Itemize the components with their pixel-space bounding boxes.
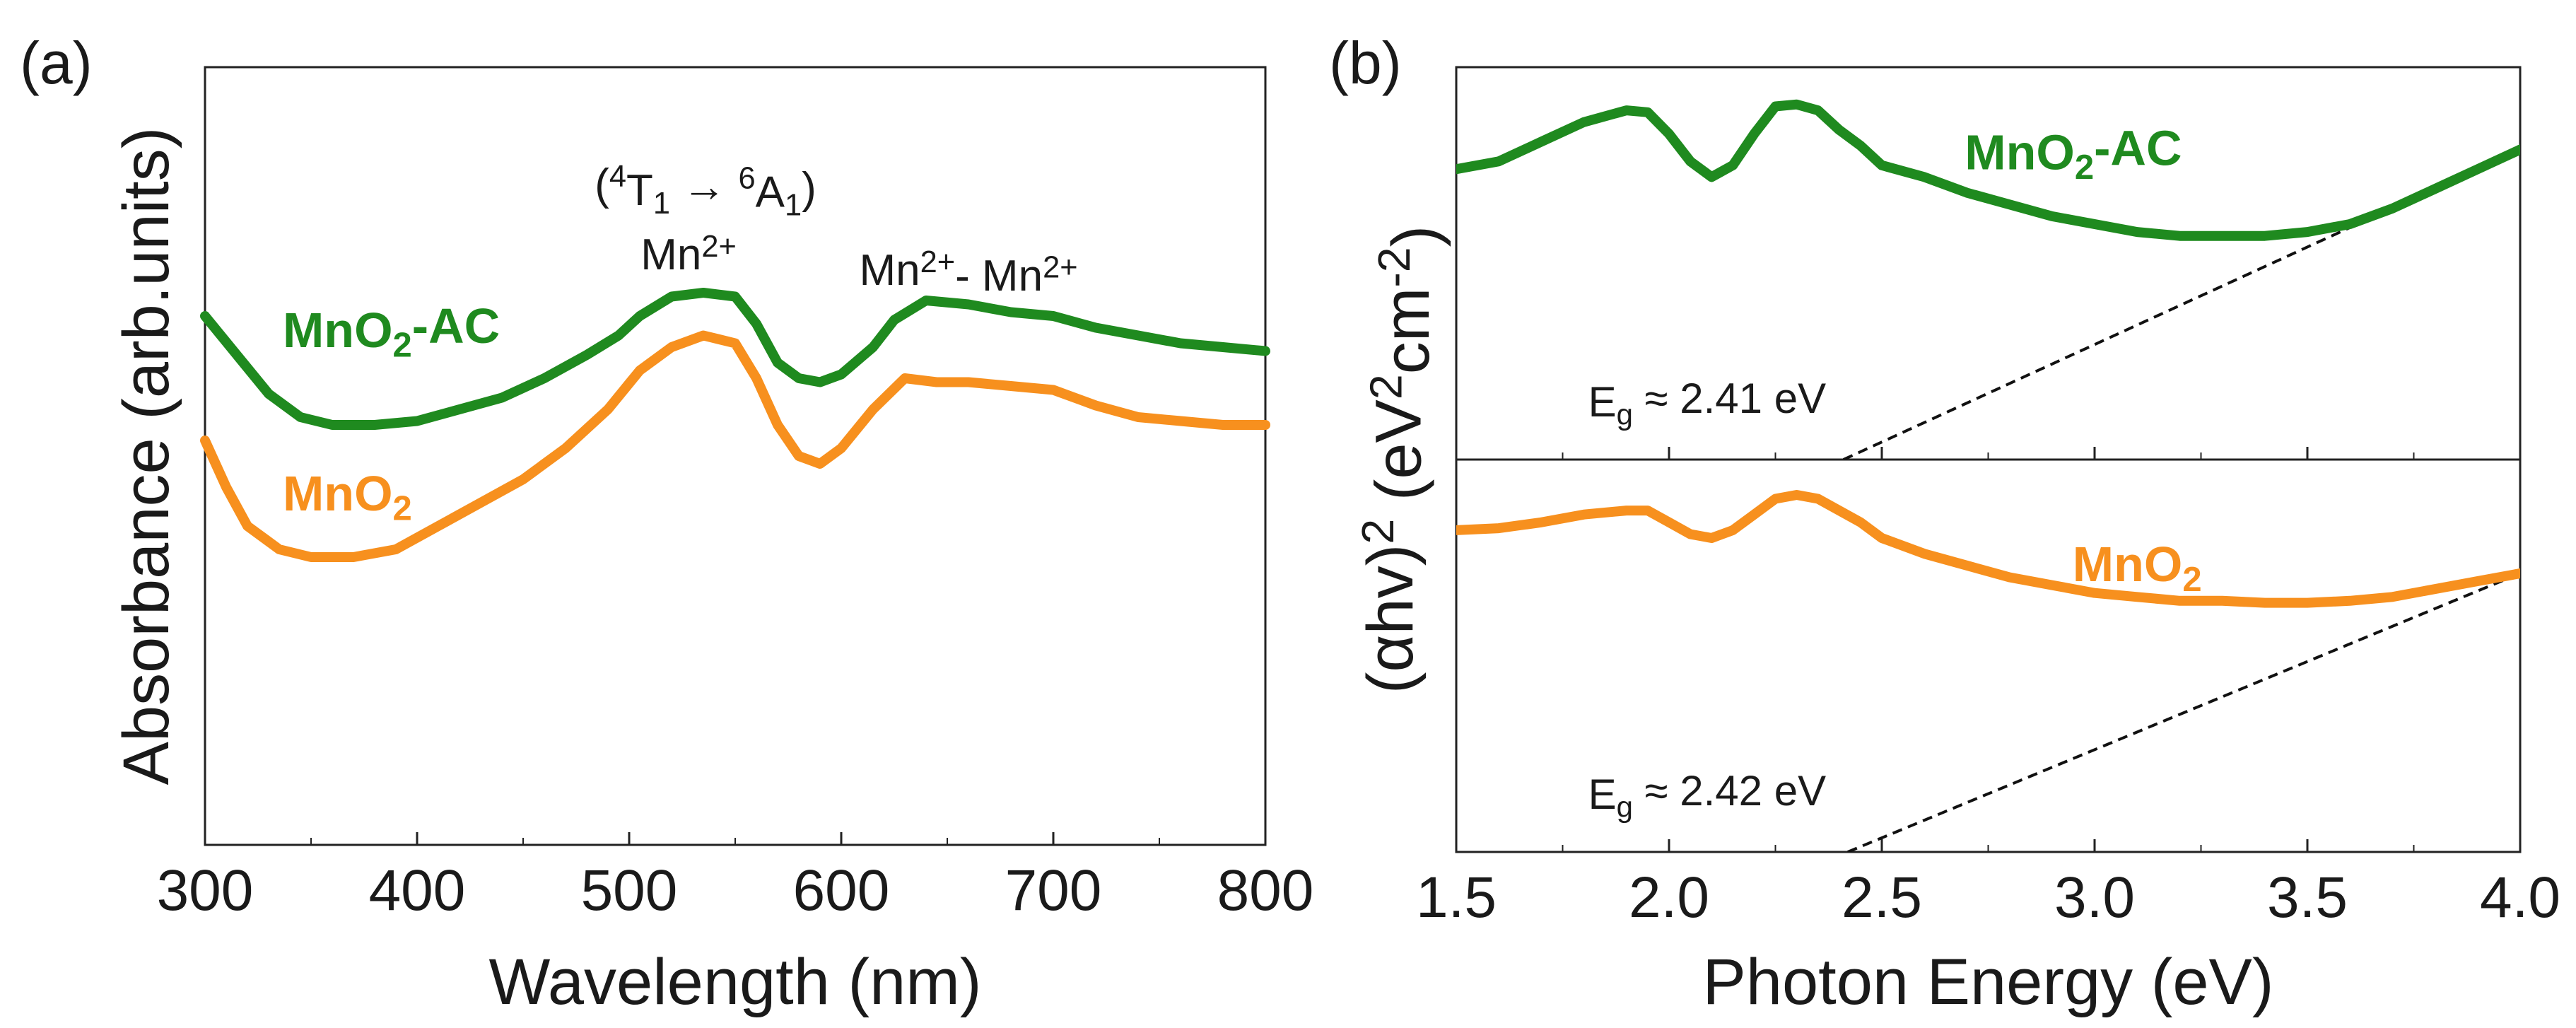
annotation-mn2-mn2: Mn2+- Mn2+ [859,245,1077,300]
series-label-mno2: MnO2 [283,466,412,528]
series-label-mno2-ac: MnO2-AC [283,298,500,365]
annotation-transition: (4T1 → 6A1) [595,160,816,223]
x-tick-label: 500 [581,858,678,923]
panel-label-b: (b) [1329,30,1402,96]
series-line-mno2 [1456,490,2520,608]
series-label-mno2-ac: MnO2-AC [1965,120,2182,187]
x-axis-title: Wavelength (nm) [488,946,981,1018]
bandgap-label-mno2-ac: Eg ≈ 2.41 eV [1588,375,1827,431]
x-tick-label: 800 [1217,858,1314,923]
x-tick-label: 1.5 [1416,865,1497,930]
x-tick-label: 2.0 [1629,865,1709,930]
annotation-mn2: Mn2+ [640,230,737,279]
x-tick-label: 600 [793,858,890,923]
panel-label-a: (a) [20,30,93,96]
series-line-mno2-ac [200,288,1270,430]
panel-b-tauc-plot: 1.5 2.0 2.5 3.0 3.5 4.0 Photon Energy (eV) (αhv… [1329,30,2560,1018]
y-axis-title: Absorbance (arb.units) [110,127,182,785]
panel-a-absorbance-chart: 300 400 500 600 700 800 Wavelength (nm) Absorba… [20,30,1313,1018]
x-tick-label: 400 [369,858,466,923]
x-tick-label: 700 [1005,858,1102,923]
x-tick-label: 3.0 [2054,865,2135,930]
y-axis-title: (αhv)2 (eV2cm-2) [1352,226,1451,694]
series-label-mno2: MnO2 [2073,537,2202,599]
series-line-mno2 [200,330,1270,562]
x-tick-label: 2.5 [1842,865,1922,930]
x-tick-label: 300 [157,858,254,923]
x-tick-label: 4.0 [2480,865,2560,930]
series-line-mno2-ac [1456,99,2520,241]
x-axis-title: Photon Energy (eV) [1702,946,2273,1018]
bandgap-label-mno2: Eg ≈ 2.42 eV [1588,767,1827,824]
x-tick-label: 3.5 [2267,865,2348,930]
tauc-fit-line-mno2 [1847,572,2520,852]
